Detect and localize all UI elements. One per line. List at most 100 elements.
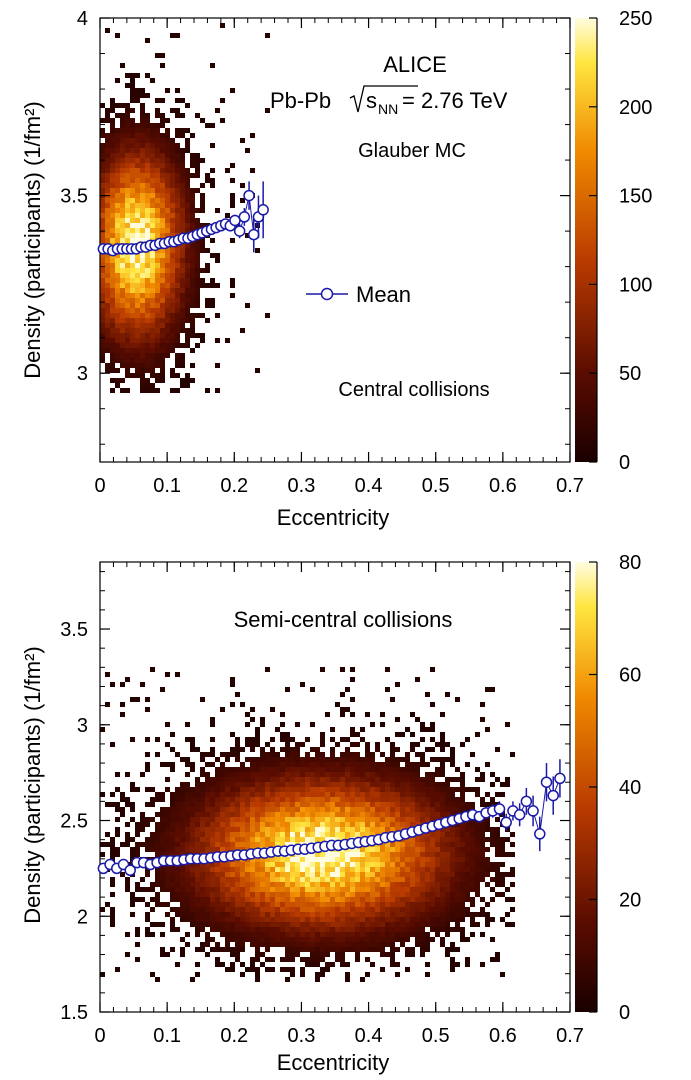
heatmap-cell (155, 198, 160, 203)
heatmap-cell (110, 378, 115, 383)
heatmap-cell (450, 847, 455, 852)
heatmap-cell (110, 333, 115, 338)
heatmap-cell (440, 747, 445, 752)
heatmap-cell (155, 168, 160, 173)
heatmap-cell (360, 767, 365, 772)
heatmap-cell (185, 198, 190, 203)
heatmap-cell (225, 907, 230, 912)
heatmap-cell (245, 907, 250, 912)
heatmap-cell (335, 807, 340, 812)
heatmap-cell (175, 218, 180, 223)
heatmap-cell (310, 862, 315, 867)
heatmap-cell (310, 942, 315, 947)
heatmap-cell (125, 238, 130, 243)
heatmap-cell (400, 917, 405, 922)
heatmap-cell (430, 917, 435, 922)
heatmap-cell (255, 862, 260, 867)
heatmap-cell (425, 692, 430, 697)
heatmap-cell (365, 757, 370, 762)
heatmap-cell (250, 817, 255, 822)
heatmap-cell (195, 817, 200, 822)
heatmap-cell (235, 912, 240, 917)
heatmap-cell (205, 812, 210, 817)
heatmap-cell (250, 707, 255, 712)
heatmap-cell (100, 333, 105, 338)
heatmap-cell (245, 777, 250, 782)
heatmap-cell (125, 882, 130, 887)
heatmap-cell (340, 807, 345, 812)
heatmap-cell (390, 857, 395, 862)
heatmap-cell (405, 967, 410, 972)
heatmap-cell (275, 727, 280, 732)
heatmap-cell (475, 922, 480, 927)
heatmap-cell (130, 697, 135, 702)
heatmap-cell (170, 318, 175, 323)
heatmap-cell (285, 977, 290, 982)
heatmap-cell (165, 288, 170, 293)
heatmap-cell (140, 213, 145, 218)
heatmap-cell (120, 268, 125, 273)
heatmap-cell (305, 807, 310, 812)
heatmap-cell (135, 338, 140, 343)
heatmap-cell (335, 937, 340, 942)
heatmap-cell (150, 383, 155, 388)
heatmap-cell (370, 897, 375, 902)
heatmap-cell (420, 802, 425, 807)
heatmap-cell (210, 907, 215, 912)
heatmap-cell (145, 333, 150, 338)
heatmap-cell (355, 872, 360, 877)
heatmap-cell (170, 178, 175, 183)
heatmap-cell (165, 88, 170, 93)
heatmap-cell (470, 862, 475, 867)
heatmap-cell (350, 937, 355, 942)
heatmap-cell (375, 912, 380, 917)
heatmap-cell (470, 842, 475, 847)
heatmap-cell (310, 952, 315, 957)
heatmap-cell (130, 298, 135, 303)
heatmap-cell (320, 917, 325, 922)
heatmap-cell (425, 932, 430, 937)
heatmap-cell (175, 228, 180, 233)
heatmap-cell (180, 248, 185, 253)
heatmap-cell (300, 957, 305, 962)
heatmap-cell (370, 932, 375, 937)
heatmap-cell (170, 852, 175, 857)
heatmap-cell (245, 872, 250, 877)
heatmap-cell (325, 802, 330, 807)
heatmap-cell (280, 767, 285, 772)
heatmap-cell (375, 827, 380, 832)
heatmap-cell (230, 862, 235, 867)
heatmap-cell (445, 837, 450, 842)
heatmap-cell (210, 832, 215, 837)
heatmap-cell (155, 123, 160, 128)
heatmap-cell (130, 233, 135, 238)
heatmap-cell (220, 877, 225, 882)
heatmap-cell (175, 128, 180, 133)
heatmap-cell (340, 852, 345, 857)
heatmap-cell (145, 358, 150, 363)
heatmap-cell (170, 298, 175, 303)
heatmap-cell (475, 912, 480, 917)
heatmap-cell (290, 802, 295, 807)
heatmap-cell (290, 877, 295, 882)
heatmap-cell (240, 767, 245, 772)
heatmap-cell (170, 273, 175, 278)
heatmap-cell (135, 208, 140, 213)
heatmap-cell (420, 812, 425, 817)
heatmap-cell (140, 827, 145, 832)
heatmap-cell (110, 802, 115, 807)
heatmap-cell (220, 917, 225, 922)
axes: 0 0.1 0.2 0.3 0.4 0.5 0.6 0.71.522.533.5 (60, 562, 584, 1047)
heatmap-cell (375, 902, 380, 907)
colorbar-tick-label: 100 (619, 274, 652, 296)
heatmap-cell (110, 882, 115, 887)
heatmap-cell (260, 777, 265, 782)
heatmap-cell (125, 837, 130, 842)
heatmap-cell (280, 932, 285, 937)
heatmap-cell (175, 113, 180, 118)
heatmap-cell (340, 942, 345, 947)
heatmap-cell (285, 762, 290, 767)
x-axis-label: Eccentricity (277, 505, 389, 530)
heatmap-cell (185, 128, 190, 133)
heatmap-cell (350, 907, 355, 912)
